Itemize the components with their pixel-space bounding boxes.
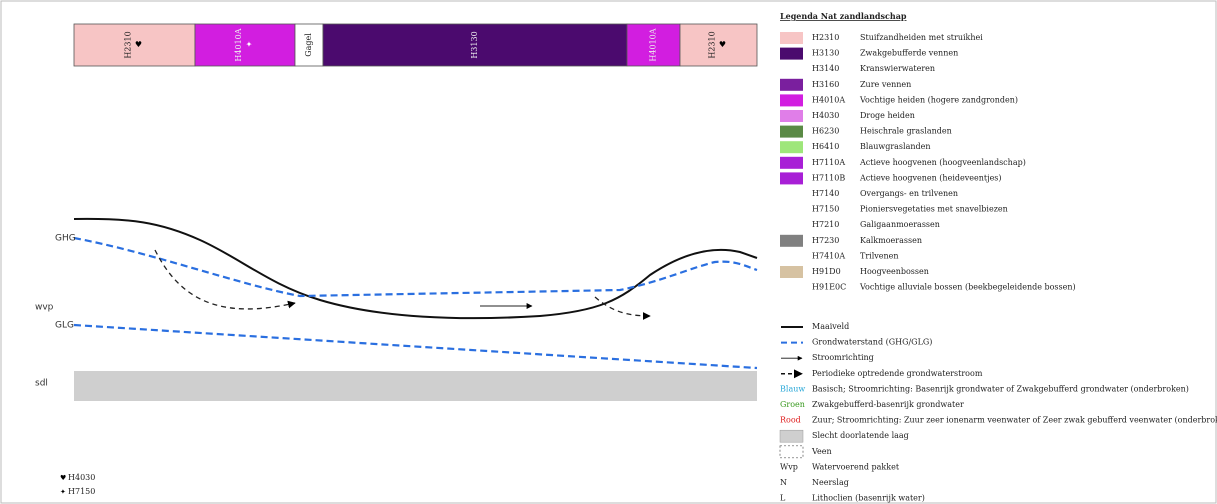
legend-text: Stroomrichting <box>812 353 874 362</box>
legend-swatch <box>780 141 803 154</box>
sdl-layer <box>74 371 757 401</box>
bar-label: H4010A <box>234 28 243 61</box>
legend-text: Basisch; Stroomrichting: Basenrijk grond… <box>812 384 1189 393</box>
legend-code: H3140 <box>812 64 839 73</box>
legend-code: H2310 <box>812 33 839 42</box>
legend-text: Actieve hoogvenen (hoogveenlandschap) <box>859 158 1026 167</box>
flow-arrow <box>594 296 651 320</box>
note-symbol: ♥ <box>60 474 66 482</box>
bar-symbol: ♥ <box>135 40 142 49</box>
bar-label: H4010A <box>649 28 658 61</box>
legend-text: Zwakgebufferd-basenrijk grondwater <box>812 400 964 409</box>
legend-text: Maaiveld <box>812 322 849 331</box>
legend-key: Groen <box>780 400 805 409</box>
legend-code: H4010A <box>812 95 845 104</box>
sdl-label: sdl <box>35 379 48 389</box>
bar-symbol: ✦ <box>246 40 253 49</box>
legend-code: H4030 <box>812 111 839 120</box>
glg-label: GLG <box>55 321 74 331</box>
legend-text: Vochtige alluviale bossen (beekbegeleide… <box>859 283 1076 292</box>
legend-text: Zure vennen <box>860 80 911 89</box>
ghg-line <box>73 236 758 298</box>
legend-text: Periodieke optredende grondwaterstroom <box>812 369 983 378</box>
legend-text: Trilvenen <box>860 251 899 260</box>
legend-text: Galigaanmoerassen <box>860 220 940 229</box>
legend-code: H6230 <box>812 127 839 136</box>
legend-text: Kranswierwateren <box>860 64 935 73</box>
legend-swatch <box>780 94 803 107</box>
legend-text: Veen <box>811 447 832 456</box>
note-code: H4030 <box>68 473 95 482</box>
legend-key: L <box>780 494 786 503</box>
legend-code: H91E0C <box>812 283 846 292</box>
legend-code: H3160 <box>812 80 839 89</box>
legend-text: Zuur; Stroomrichting: Zuur zeer ionenarm… <box>812 416 1217 425</box>
legend-text: Slecht doorlatende laag <box>812 431 909 440</box>
legend-key: Rood <box>780 416 801 425</box>
bar-label: H2310 <box>708 31 717 58</box>
bar-segment <box>194 23 296 67</box>
bar-segment <box>294 23 324 67</box>
legend-code: H3130 <box>812 49 839 58</box>
legend-code: H6410 <box>812 142 839 151</box>
legend-code: H7140 <box>812 189 839 198</box>
bar-label: H3130 <box>470 31 479 58</box>
legend-text: Stuifzandheiden met struikhei <box>860 33 983 42</box>
wvp-label: wvp <box>35 303 54 313</box>
legend-swatch <box>780 266 803 278</box>
legend-text: Vochtige heiden (hogere zandgronden) <box>859 95 1018 104</box>
note-code: H7150 <box>68 487 95 496</box>
legend-text: Blauwgraslanden <box>860 142 931 151</box>
legend-text: Kalkmoerassen <box>860 236 922 245</box>
bar-segment <box>679 23 758 67</box>
note-symbol: ✦ <box>60 488 66 496</box>
legend-code: H7410A <box>812 251 845 260</box>
legend-text: Heischrale graslanden <box>860 127 952 136</box>
legend-text: Lithoclien (basenrijk water) <box>812 494 925 503</box>
legend-swatch <box>780 32 803 44</box>
legend-code: H7210 <box>812 220 839 229</box>
legend-key: Wvp <box>780 462 798 471</box>
legend-text: Neerslag <box>812 478 849 487</box>
flow-arrow <box>154 249 296 310</box>
legend-text: Grondwaterstand (GHG/GLG) <box>812 338 932 347</box>
legend-code: H7150 <box>812 205 839 214</box>
legend-swatch <box>780 78 803 91</box>
bar-label: Gagel <box>304 33 313 57</box>
legend-text: Overgangs- en trilvenen <box>860 189 958 198</box>
legend-swatch <box>780 47 803 60</box>
legend-code: H7110A <box>812 158 845 167</box>
glg-line <box>73 323 758 370</box>
legend-key: Blauw <box>780 384 805 393</box>
legend-text: Actieve hoogvenen (heideveentjes) <box>859 173 1002 182</box>
legend-text: Watervoerend pakket <box>812 462 900 471</box>
legend-text: Pioniersvegetaties met snavelbiezen <box>860 205 1008 214</box>
bar-label: H2310 <box>124 31 133 58</box>
legend-title: Legenda Nat zandlandschap <box>780 11 907 21</box>
legend-swatch <box>780 172 803 185</box>
maaiveld <box>73 217 758 320</box>
legend-swatch <box>780 234 803 247</box>
legend-swatch <box>779 445 804 459</box>
bar-symbol: ♥ <box>719 40 726 49</box>
legend-swatch <box>779 429 804 443</box>
bar-segment <box>73 23 196 67</box>
legend-text: Zwakgebufferde vennen <box>860 49 958 58</box>
legend-swatch <box>780 156 803 169</box>
legend-swatch <box>780 125 803 138</box>
legend-code: H91D0 <box>812 267 841 276</box>
legend-swatch <box>780 110 803 122</box>
legend-code: H7230 <box>812 236 839 245</box>
legend-code: H7110B <box>812 173 845 182</box>
ghg-label: GHG <box>55 234 76 244</box>
legend-text: Droge heiden <box>860 111 915 120</box>
legend-key: N <box>780 478 787 487</box>
legend-text: Hoogveenbossen <box>860 267 929 276</box>
